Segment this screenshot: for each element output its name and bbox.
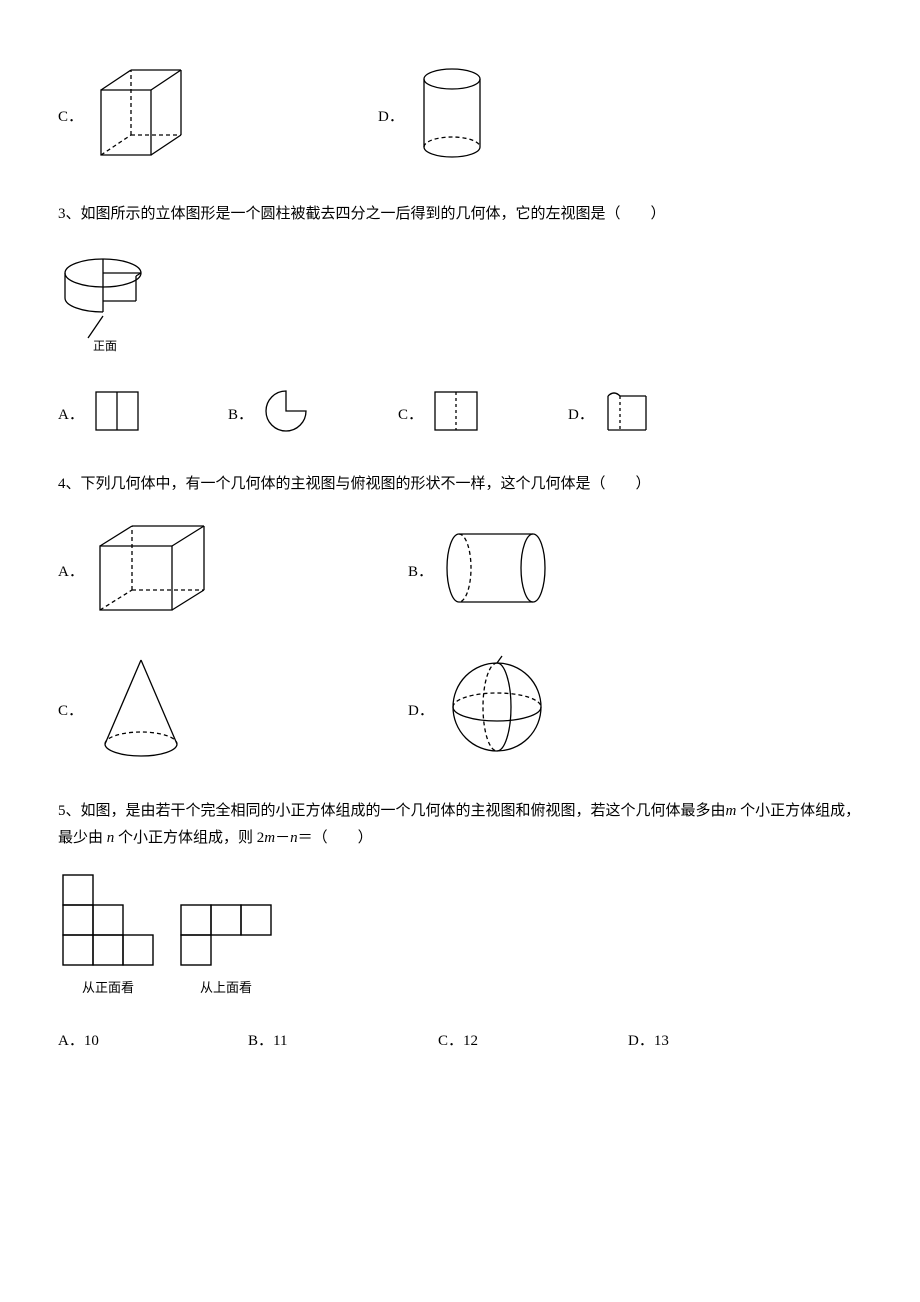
cylinder-icon	[412, 63, 492, 171]
q4-cuboid-icon	[92, 518, 222, 626]
q5-n1: n	[107, 830, 115, 846]
q5-n2: n	[290, 830, 298, 846]
q3-figure: 正面	[58, 248, 862, 366]
q3-optC-icon	[431, 388, 481, 442]
q5-optB: B．11	[248, 1029, 438, 1053]
q5-cap-top: 从上面看	[176, 978, 276, 999]
q5-m2: m	[264, 830, 275, 846]
cube-icon	[91, 60, 201, 174]
q5-cap-front: 从正面看	[58, 978, 158, 999]
q3-front-label: 正面	[93, 339, 117, 353]
q2-optD-label: D．	[378, 105, 404, 129]
q5-part5: ＝（ ）	[298, 830, 373, 846]
q4-optA-label: A．	[58, 560, 84, 584]
q2-optC-label: C．	[58, 105, 83, 129]
q3-optD-icon	[602, 386, 652, 444]
q5-optD: D．13	[628, 1029, 818, 1053]
q4-text: 4、下列几何体中，有一个几何体的主视图与俯视图的形状不一样，这个几何体是（ ）	[58, 472, 862, 496]
q4-cone-icon	[91, 652, 191, 770]
q5-m1: m	[726, 803, 737, 819]
q5-part4: －	[275, 830, 290, 846]
q3-optC-label: C．	[398, 403, 423, 427]
q3-text: 3、如图所示的立体图形是一个圆柱被截去四分之一后得到的几何体，它的左视图是（ ）	[58, 202, 862, 226]
q3-optA-label: A．	[58, 403, 84, 427]
q5-part1: 5、如图，是由若干个完全相同的小正方体组成的一个几何体的主视图和俯视图，若这个几…	[58, 803, 726, 819]
q3-options: A． B． C． D．	[58, 386, 862, 444]
q4-options-cd: C． D．	[58, 652, 862, 770]
q2-options-cd: C． D．	[58, 60, 862, 174]
q5-figures: 从正面看 从上面看	[58, 870, 862, 999]
q5-options: A．10 B．11 C．12 D．13	[58, 1029, 862, 1053]
q3-optB-icon	[261, 388, 311, 442]
q3-optA-icon	[92, 388, 142, 442]
q5-optA: A．10	[58, 1029, 248, 1053]
q4-sphere-icon	[442, 652, 552, 770]
q5-front-view-icon	[58, 870, 158, 970]
q5-top-view-icon	[176, 900, 276, 970]
q5-optC: C．12	[438, 1029, 628, 1053]
q5-text: 5、如图，是由若干个完全相同的小正方体组成的一个几何体的主视图和俯视图，若这个几…	[58, 798, 862, 852]
q4-optC-label: C．	[58, 699, 83, 723]
q3-optB-label: B．	[228, 403, 253, 427]
q3-optD-label: D．	[568, 403, 594, 427]
q4-cylinder-side-icon	[441, 525, 551, 619]
q4-optD-label: D．	[408, 699, 434, 723]
q5-part3: 个小正方体组成，则 2	[118, 830, 264, 846]
q4-optB-label: B．	[408, 560, 433, 584]
q4-options-ab: A． B．	[58, 518, 862, 626]
